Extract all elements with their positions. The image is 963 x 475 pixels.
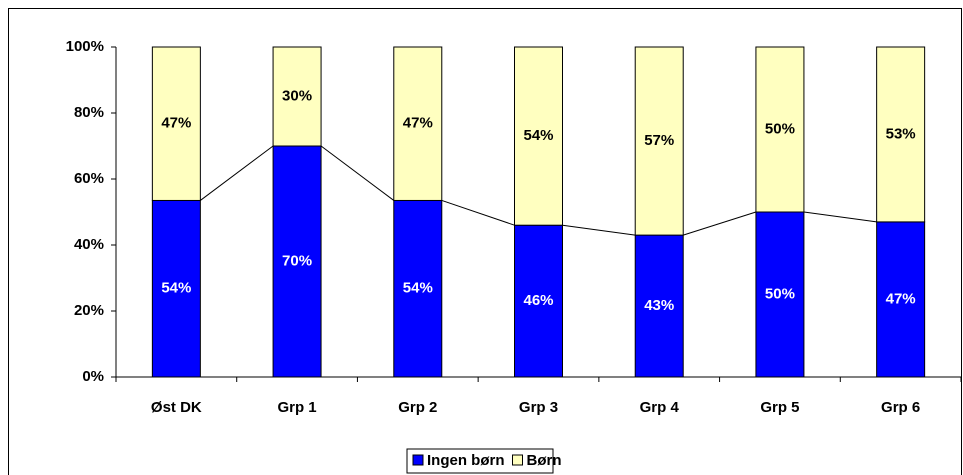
series-line [803,211,877,223]
bar-segment [272,46,322,147]
data-label: 30% [282,87,312,104]
bar-segment [876,221,926,378]
bar-segment [151,199,201,378]
x-tick-label: Øst DK [151,399,202,416]
x-tick-label: Grp 5 [760,399,799,416]
legend-swatch [512,454,523,466]
y-tick-label: 60% [74,170,104,187]
data-label: 54% [161,280,191,297]
bar-segment [151,46,201,201]
data-label: 54% [523,127,553,144]
data-label: 53% [886,125,916,142]
x-tick-label: Grp 4 [640,399,680,416]
data-label: 46% [523,292,553,309]
bar-segment [876,46,926,223]
data-label: 47% [886,290,916,307]
y-tick-label: 100% [66,38,104,55]
bar-segment [393,199,443,378]
y-tick-label: 0% [82,368,104,385]
series-line [320,145,395,201]
data-label: 50% [765,285,795,302]
data-label: 47% [403,115,433,132]
legend-label: Børn [527,452,562,469]
data-label: 54% [403,280,433,297]
bar-segment [755,211,805,378]
data-label: 47% [161,115,191,132]
bar-segment [514,46,563,226]
x-tick-label: Grp 6 [881,399,920,416]
bar-segment [634,46,684,236]
data-label: 57% [644,132,674,149]
data-label: 43% [644,297,674,314]
y-tick-label: 20% [74,302,104,319]
series-line [562,224,636,236]
y-tick-label: 40% [74,236,104,253]
x-tick-label: Grp 2 [398,399,437,416]
bar-segment [755,46,805,213]
x-tick-label: Grp 3 [519,399,558,416]
bar-segment [514,224,563,378]
legend-label: Ingen børn [427,452,505,469]
series-line [683,211,757,236]
data-label: 70% [282,252,312,269]
bar-segment [393,46,443,201]
legend-box [406,448,554,474]
bar-segment [634,234,684,378]
series-line [441,199,515,226]
y-tick-label: 80% [74,104,104,121]
series-line [200,145,274,201]
x-tick-label: Grp 1 [277,399,316,416]
data-label: 50% [765,120,795,137]
legend-swatch [412,454,424,466]
